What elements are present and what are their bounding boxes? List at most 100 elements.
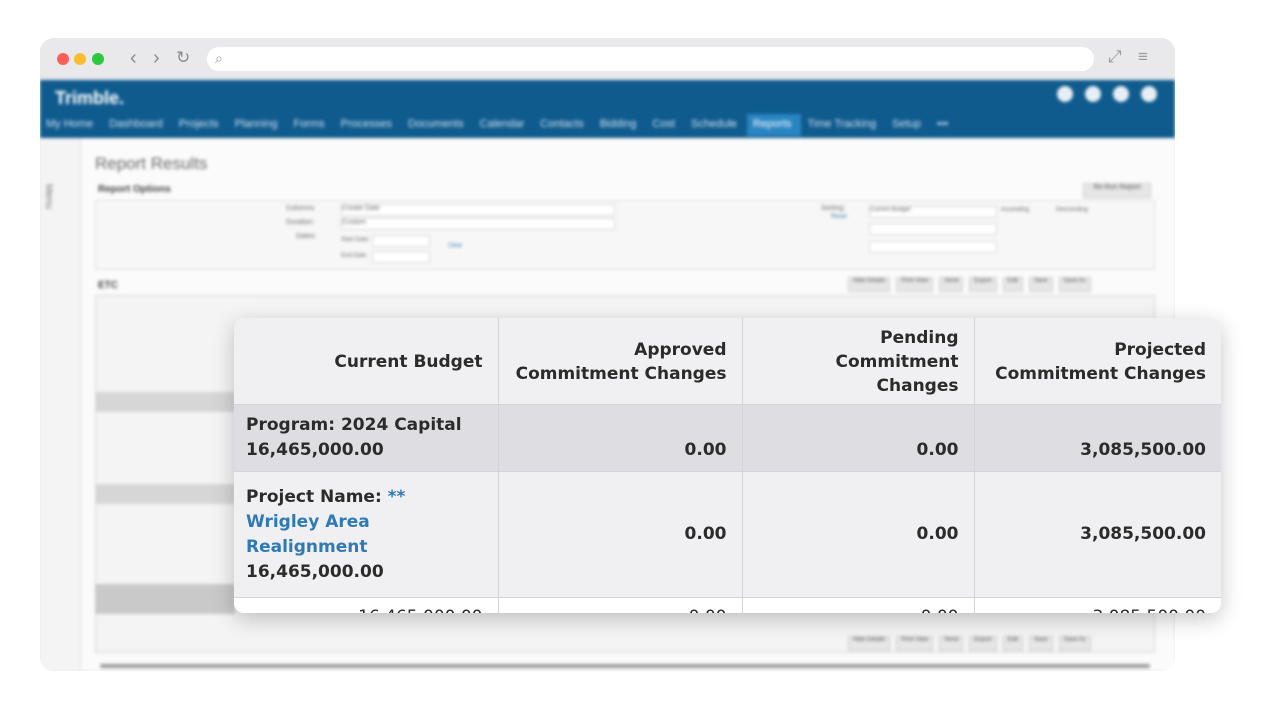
- program-label: Program: 2024 Capital: [246, 415, 462, 435]
- total-projected-value: 3,085,500.00: [973, 597, 1221, 613]
- send-button[interactable]: Send: [939, 636, 964, 651]
- project-name-label: Project Name:: [246, 486, 382, 507]
- project-link[interactable]: ** Wrigley Area Realignment: [246, 486, 406, 557]
- save-as-button[interactable]: Save As: [1058, 277, 1091, 292]
- end-date-label: End Date:: [341, 253, 368, 259]
- sorting-label: Sorting:: [821, 205, 846, 212]
- project-name-line: Project Name: ** Wrigley Area Realignmen…: [246, 485, 483, 560]
- column-header-approved-commitment-changes[interactable]: Approved Commitment Changes: [497, 318, 743, 405]
- address-bar[interactable]: ⌕: [207, 47, 1094, 71]
- save-as-button[interactable]: Save As: [1058, 636, 1091, 651]
- column-header-pending-commitment-changes[interactable]: Pending Commitment Changes: [741, 318, 975, 405]
- section-label: ETC: [98, 280, 118, 291]
- ascending-radio[interactable]: Ascending: [1001, 207, 1030, 213]
- zoomed-report-table-card: Current Budget Approved Commitment Chang…: [234, 318, 1221, 613]
- send-button[interactable]: Send: [939, 277, 964, 292]
- sort-select[interactable]: Current Budget: [869, 206, 997, 218]
- project-cell: Project Name: ** Wrigley Area Realignmen…: [234, 471, 499, 598]
- menu-item-reports[interactable]: Reports: [746, 114, 802, 136]
- menu-item[interactable]: Setup: [892, 118, 921, 130]
- start-date-label: Start Date:: [341, 237, 370, 243]
- start-date-input[interactable]: [372, 235, 430, 247]
- program-approved-value: 0.00: [497, 404, 743, 472]
- menu-item[interactable]: Schedule: [691, 118, 737, 130]
- avatar[interactable]: [1141, 86, 1157, 102]
- close-window-button[interactable]: [57, 53, 69, 65]
- hide-details-button[interactable]: Hide Details: [848, 636, 891, 651]
- print-view-button[interactable]: Print View: [896, 636, 934, 651]
- project-budget: 16,465,000.00: [246, 561, 384, 582]
- table-row-program: Program: 2024 Capital 16,465,000.00 0.00…: [234, 404, 1221, 472]
- columns-select[interactable]: Create Date: [341, 204, 615, 216]
- sidebar-menu-label[interactable]: Menu: [43, 184, 54, 210]
- table-header-row: Current Budget Approved Commitment Chang…: [234, 318, 1221, 405]
- reload-icon[interactable]: ↻: [176, 48, 191, 67]
- project-approved-value: 0.00: [497, 471, 743, 598]
- project-pending-value: 0.00: [741, 471, 975, 598]
- menu-item[interactable]: Time Tracking: [807, 118, 877, 130]
- browser-toolbar: ‹ › ↻ ⌕ ⤢ ≡: [40, 38, 1175, 80]
- dates-label: Dates:: [296, 233, 317, 240]
- menu-item[interactable]: Bidding: [599, 118, 637, 130]
- sidebar: Menu: [40, 138, 81, 671]
- program-cell: Program: 2024 Capital 16,465,000.00: [234, 404, 499, 472]
- info-icon[interactable]: [1085, 86, 1101, 102]
- save-button[interactable]: Save: [1028, 636, 1053, 651]
- clear-link[interactable]: Clear: [448, 243, 463, 249]
- sort-select-2[interactable]: [869, 223, 997, 235]
- end-date-input[interactable]: [372, 251, 430, 263]
- sort-select-3[interactable]: [869, 241, 997, 253]
- expand-icon[interactable]: ⤢: [1108, 47, 1122, 66]
- program-projected-value: 3,085,500.00: [973, 404, 1221, 472]
- help-icon[interactable]: [1113, 86, 1129, 102]
- column-header-current-budget[interactable]: Current Budget: [234, 318, 499, 405]
- report-options-panel: Columns: Create Date Duration: Custom Da…: [95, 200, 1155, 270]
- menu-item[interactable]: Contacts: [540, 118, 584, 130]
- total-budget-link[interactable]: 16,465,000.00: [234, 597, 499, 613]
- hide-details-button[interactable]: Hide Details: [848, 277, 891, 292]
- export-button[interactable]: Export: [969, 636, 997, 651]
- menu-item[interactable]: Cost: [652, 118, 676, 130]
- minimize-window-button[interactable]: [74, 53, 86, 65]
- blurred-row: [95, 484, 235, 504]
- maximize-window-button[interactable]: [92, 53, 104, 65]
- menu-item[interactable]: Documents: [408, 118, 464, 130]
- back-icon[interactable]: ‹: [130, 47, 137, 69]
- column-header-projected-commitment-changes[interactable]: Projected Commitment Changes: [973, 318, 1221, 405]
- save-button[interactable]: Save: [1028, 277, 1053, 292]
- horizontal-scrollbar[interactable]: [100, 664, 1150, 668]
- forward-icon[interactable]: ›: [153, 47, 160, 69]
- edit-button[interactable]: Edit: [1002, 277, 1023, 292]
- menu-item[interactable]: Calendar: [479, 118, 525, 130]
- export-button[interactable]: Export: [969, 277, 997, 292]
- rerun-report-button[interactable]: Re-Run Report: [1083, 183, 1151, 198]
- total-approved-value: 0.00: [497, 597, 743, 613]
- program-budget: 16,465,000.00: [246, 440, 384, 460]
- trimble-logo: Trimble.: [55, 88, 125, 108]
- print-view-button[interactable]: Print View: [896, 277, 934, 292]
- duration-label: Duration:: [286, 219, 315, 226]
- report-toolbar-bottom: Hide Details Print View Send Export Edit…: [848, 636, 1091, 651]
- program-pending-value: 0.00: [741, 404, 975, 472]
- report-table: Current Budget Approved Commitment Chang…: [234, 318, 1221, 613]
- blurred-row: [95, 392, 235, 412]
- header-icons: [1057, 86, 1157, 102]
- menu-item[interactable]: Dashboard: [109, 118, 163, 130]
- search-icon[interactable]: [1057, 86, 1073, 102]
- menu-item[interactable]: My Home: [46, 118, 94, 130]
- page-title: Report Results: [95, 154, 208, 173]
- browser-menu-icon[interactable]: ≡: [1138, 47, 1148, 66]
- menu-item[interactable]: Processes: [340, 118, 392, 130]
- project-projected-value: 3,085,500.00: [973, 471, 1221, 598]
- menu-more-icon[interactable]: •••: [936, 118, 949, 130]
- report-toolbar-top: Hide Details Print View Send Export Edit…: [848, 277, 1091, 292]
- reset-link[interactable]: Reset: [831, 214, 847, 220]
- descending-radio[interactable]: Descending: [1056, 207, 1088, 213]
- main-menu: My Home Dashboard Projects Planning Form…: [40, 114, 958, 136]
- menu-item[interactable]: Projects: [178, 118, 219, 130]
- menu-item[interactable]: Planning: [234, 118, 278, 130]
- duration-select[interactable]: Custom: [341, 218, 615, 230]
- menu-item[interactable]: Forms: [293, 118, 325, 130]
- report-options-label: Report Options: [98, 184, 171, 195]
- edit-button[interactable]: Edit: [1002, 636, 1023, 651]
